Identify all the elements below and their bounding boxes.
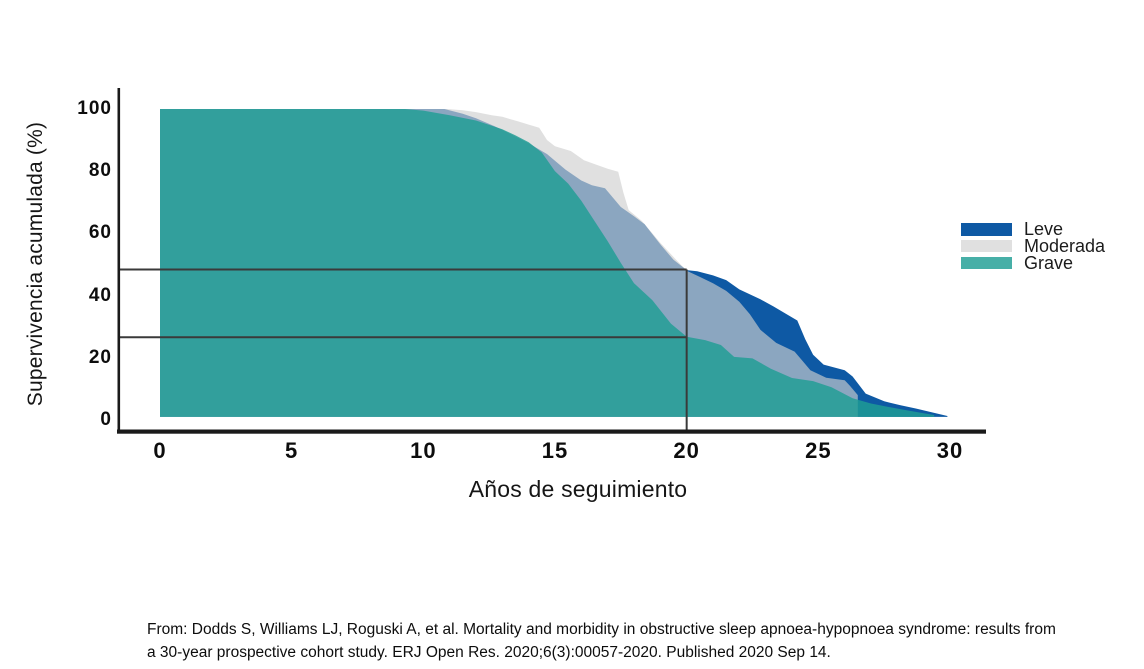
y-tick-label-80: 80 bbox=[88, 160, 112, 182]
x-tick-label-20: 20 bbox=[673, 438, 700, 463]
y-tick-label-20: 20 bbox=[88, 346, 112, 368]
y-tick-label-40: 40 bbox=[88, 284, 112, 306]
y-tick-label-60: 60 bbox=[88, 222, 112, 244]
chart-areas bbox=[160, 109, 948, 417]
legend-swatch-grave bbox=[961, 256, 1012, 270]
y-tick-label-0: 0 bbox=[100, 409, 112, 430]
legend-row-leve: Leve bbox=[961, 219, 1105, 239]
x-axis-title: Años de seguimiento bbox=[468, 476, 688, 502]
x-tick-label-0: 0 bbox=[153, 438, 167, 463]
x-tick-label-30: 30 bbox=[936, 438, 964, 463]
legend-swatch-leve bbox=[961, 223, 1012, 236]
legend-row-grave: Grave bbox=[961, 252, 1105, 273]
area-grave bbox=[160, 109, 935, 417]
legend-label-leve: Leve bbox=[1024, 219, 1064, 239]
legend-label-moderada: Moderada bbox=[1024, 235, 1106, 256]
citation-line-1: From: Dodds S, Williams LJ, Roguski A, e… bbox=[147, 621, 1056, 638]
x-tick-label-5: 5 bbox=[285, 438, 299, 463]
y-tick-label-100: 100 bbox=[77, 98, 112, 119]
citation: From: Dodds S, Williams LJ, Roguski A, e… bbox=[147, 619, 1056, 664]
legend-row-moderada: Moderada bbox=[961, 235, 1106, 256]
x-tick-label-25: 25 bbox=[805, 438, 832, 463]
x-tick-label-15: 15 bbox=[541, 438, 569, 463]
legend-label-grave: Grave bbox=[1024, 252, 1074, 273]
legend-swatch-moderada bbox=[961, 239, 1012, 253]
y-axis-line bbox=[117, 88, 121, 433]
x-tick-label-10: 10 bbox=[410, 438, 437, 463]
x-axis-line bbox=[117, 429, 986, 434]
citation-line-2: a 30-year prospective cohort study. ERJ … bbox=[147, 643, 831, 661]
axes-lines bbox=[117, 88, 986, 434]
reference-lines bbox=[118, 268, 688, 433]
legend: Leve Moderada Grave bbox=[961, 219, 1106, 273]
